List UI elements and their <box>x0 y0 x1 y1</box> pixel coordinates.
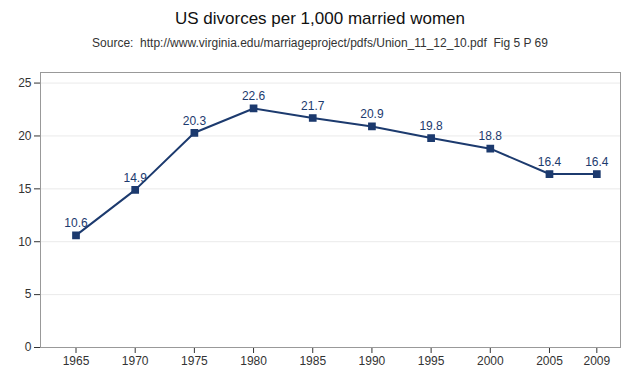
svg-text:2005: 2005 <box>536 354 563 368</box>
svg-text:20.9: 20.9 <box>360 107 384 121</box>
svg-text:1970: 1970 <box>122 354 149 368</box>
svg-text:1965: 1965 <box>63 354 90 368</box>
svg-text:19.8: 19.8 <box>419 119 443 133</box>
html-text:Source: http://www.virginia.ed: Source: http://www.virginia.edu/marriage… <box>92 36 548 50</box>
svg-text:10: 10 <box>18 235 32 249</box>
svg-text:22.6: 22.6 <box>242 89 266 103</box>
svg-text:20: 20 <box>18 129 32 143</box>
svg-text:18.8: 18.8 <box>479 129 503 143</box>
svg-text:25: 25 <box>18 76 32 90</box>
svg-text:1990: 1990 <box>359 354 386 368</box>
svg-text:5: 5 <box>25 287 32 301</box>
svg-text:15: 15 <box>18 182 32 196</box>
svg-text:2009: 2009 <box>583 354 610 368</box>
svg-text:1980: 1980 <box>240 354 267 368</box>
svg-text:0: 0 <box>25 340 32 354</box>
svg-text:1975: 1975 <box>181 354 208 368</box>
svg-text:16.4: 16.4 <box>585 155 609 169</box>
html-text:US divorces per 1,000 married: US divorces per 1,000 married women <box>175 9 465 28</box>
svg-text:2000: 2000 <box>477 354 504 368</box>
svg-text:14.9: 14.9 <box>124 171 148 185</box>
svg-text:16.4: 16.4 <box>538 155 562 169</box>
svg-text:1985: 1985 <box>299 354 326 368</box>
svg-text:21.7: 21.7 <box>301 99 325 113</box>
svg-text:10.6: 10.6 <box>64 216 88 230</box>
svg-text:20.3: 20.3 <box>183 114 207 128</box>
svg-text:1995: 1995 <box>418 354 445 368</box>
